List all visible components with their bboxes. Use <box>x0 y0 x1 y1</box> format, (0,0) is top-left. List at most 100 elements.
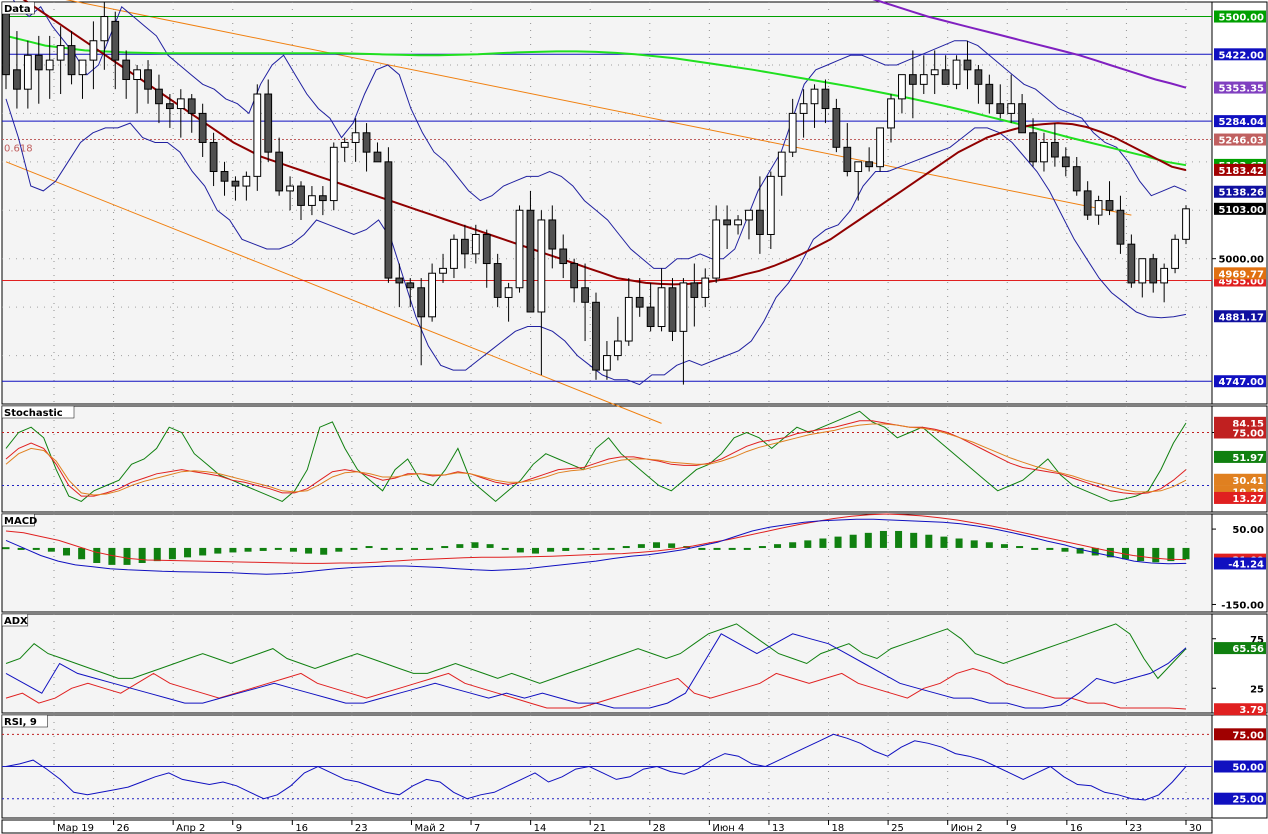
macd-histogram-bar <box>940 536 948 548</box>
candle-body <box>1061 156 1070 168</box>
macd-main-line <box>5 518 1187 575</box>
macd-histogram-bar <box>471 542 479 548</box>
macd-histogram-bar <box>516 547 524 553</box>
candle-body <box>777 151 786 177</box>
macd-histogram-bar <box>849 534 857 548</box>
macd-histogram-bar <box>895 530 903 548</box>
rsi-pane-title-bg <box>1 714 48 728</box>
macd-histogram-bar <box>395 547 403 550</box>
macd-histogram-bar <box>486 544 494 548</box>
candle-body <box>56 45 65 61</box>
macd-histogram-bar <box>925 534 933 548</box>
candle-body <box>1072 166 1081 192</box>
candle-body <box>340 141 349 148</box>
candle-body <box>493 263 502 298</box>
price-level-badge: 5246.03 <box>1218 136 1264 147</box>
stoch-value-badge-bg <box>1214 450 1266 463</box>
candle-body <box>1160 267 1169 284</box>
price-level-badge-bg <box>1214 10 1266 23</box>
candle-body <box>253 93 262 177</box>
macd-histogram-bar <box>1031 547 1039 550</box>
macd-histogram-bar <box>184 547 192 558</box>
x-tick-label: 9 <box>1010 823 1016 834</box>
stoch-value-badge-bg <box>1214 416 1266 429</box>
stoch-value-badge-bg <box>1214 473 1266 486</box>
price-level-badge: 4747.00 <box>1218 377 1264 388</box>
macd-histogram-bar <box>562 547 570 551</box>
candle-body <box>67 45 76 76</box>
macd-histogram-bar <box>970 540 978 548</box>
candle-body <box>581 287 589 303</box>
stoch-value-badge: 30.41 <box>1232 476 1264 487</box>
candle-body <box>362 132 371 153</box>
macd-histogram-bar <box>168 547 176 560</box>
macd-histogram-bar <box>426 547 434 550</box>
candle-body <box>428 272 436 318</box>
pane-stochastic <box>1 405 1213 513</box>
macd-histogram-bar <box>955 538 963 548</box>
pane-adx <box>1 613 1213 714</box>
candle-body <box>329 146 338 202</box>
macd-histogram-bar <box>743 547 751 550</box>
macd-histogram-bar <box>819 538 827 548</box>
macd-pane-title: MACD <box>4 516 37 527</box>
x-tick-label: 16 <box>295 823 308 834</box>
candle-body <box>78 59 87 76</box>
candle-body <box>275 151 284 192</box>
x-tick-label: 13 <box>772 823 785 834</box>
x-tick-label: 26 <box>117 823 130 834</box>
candle-body <box>351 132 360 143</box>
macd-histogram-bar <box>63 547 71 556</box>
macd-histogram-bar <box>1121 547 1129 560</box>
candle-body <box>373 151 382 163</box>
x-tick-label: 9 <box>236 823 242 834</box>
macd-histogram-bar <box>259 547 267 551</box>
candle-body <box>231 180 240 187</box>
adx-pane-title-bg <box>1 613 29 627</box>
candle-body <box>89 40 98 61</box>
price-value-badge: 5138.26 <box>1218 188 1264 199</box>
macd-histogram-bar <box>637 544 645 548</box>
rsi-value-badge-bg <box>1214 792 1266 805</box>
macd-histogram-bar <box>501 547 509 550</box>
macd-histogram-bar <box>456 544 464 548</box>
candle-body <box>537 219 546 313</box>
macd-histogram-bar <box>441 546 449 549</box>
macd-value-badge: -41.24 <box>1228 559 1264 570</box>
candle-body <box>471 233 480 255</box>
x-tick-label: 25 <box>891 823 904 834</box>
macd-histogram-bar <box>199 547 207 556</box>
macd-histogram-bar <box>713 547 721 550</box>
macd-histogram-bar <box>577 547 585 550</box>
rsi-value-badge-bg <box>1214 760 1266 773</box>
macd-pane-title-bg <box>1 513 35 527</box>
candle-body <box>1149 258 1158 284</box>
macd-histogram-bar <box>728 547 736 550</box>
macd-histogram-bar <box>531 547 539 554</box>
macd-histogram-bar <box>214 547 222 554</box>
macd-histogram-bar <box>1016 546 1024 549</box>
price-level-badge-bg <box>1214 133 1266 146</box>
price-value-badge: 4969.77 <box>1218 269 1264 280</box>
rsi-value-badge: 50.00 <box>1232 763 1264 774</box>
x-tick-label: Апр 2 <box>176 823 205 834</box>
price-level-badge-bg <box>1214 48 1266 61</box>
candle-body <box>1094 200 1103 216</box>
x-tick-label: 14 <box>534 823 547 834</box>
candle-body <box>887 98 895 129</box>
macd-histogram-bar <box>1046 547 1054 550</box>
x-tick-label: Мар 19 <box>57 823 94 834</box>
macd-histogram-bar <box>910 532 918 548</box>
macd-histogram-bar <box>1000 544 1008 548</box>
macd-histogram-bar <box>698 547 706 550</box>
macd-histogram-bar <box>592 547 600 550</box>
price-value-badge-bg <box>1214 202 1266 215</box>
candle-body <box>504 287 513 298</box>
candle-body <box>176 98 185 110</box>
macd-value-badge-bg <box>1214 557 1266 570</box>
candle-body <box>919 74 928 85</box>
candle-body <box>515 209 524 289</box>
candle-body <box>384 161 393 279</box>
candle-body <box>34 54 43 71</box>
price-pane-title: Data <box>4 4 31 15</box>
